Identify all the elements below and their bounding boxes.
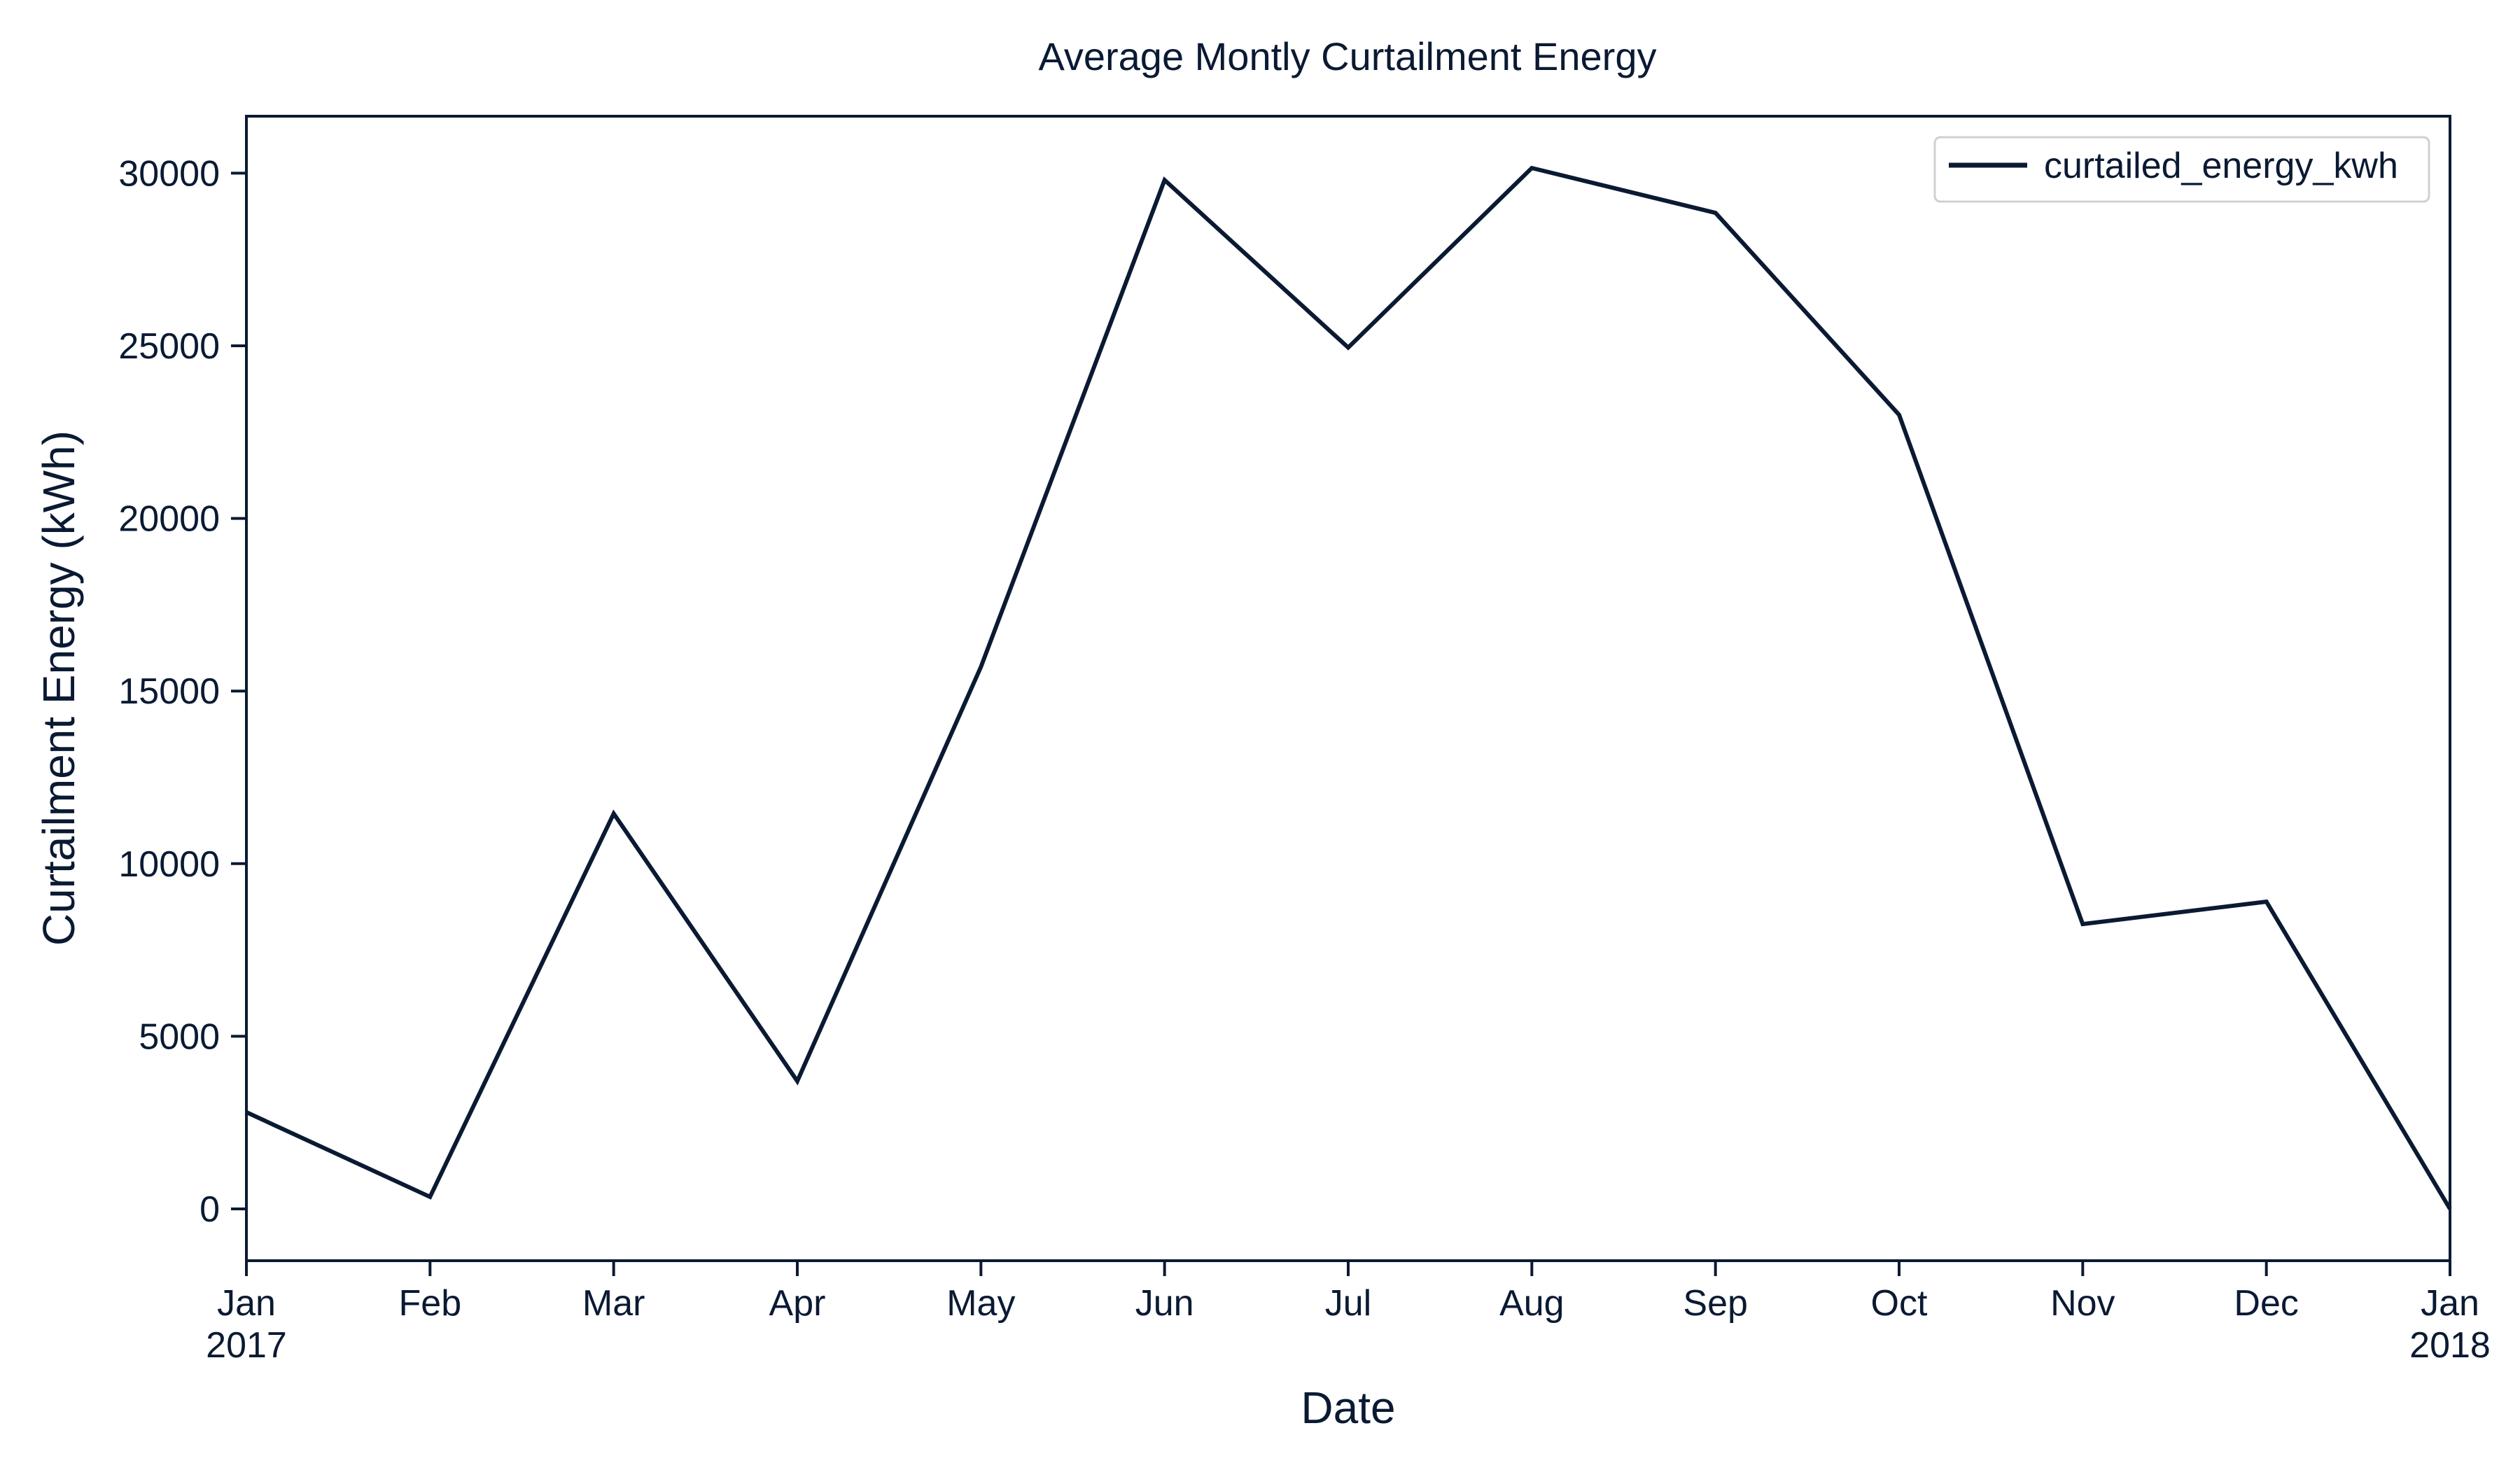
data-point (2448, 1207, 2452, 1211)
series-line-curtailed_energy_kwh (245, 165, 2452, 1210)
x-tick-label: Oct (1871, 1283, 1928, 1324)
x-tick-label: Jan (217, 1283, 276, 1324)
x-tick-label: Jul (1325, 1283, 1371, 1324)
data-point (2264, 899, 2269, 904)
x-tick-label: Nov (2050, 1283, 2115, 1324)
x-tick-label: May (946, 1283, 1015, 1324)
x-tick-label: Jun (1135, 1283, 1194, 1324)
data-point (1897, 413, 1901, 417)
data-point (612, 811, 616, 816)
y-tick-label: 25000 (118, 326, 220, 367)
y-axis-label: Curtailment Energy (kWh) (34, 430, 84, 946)
y-tick-label: 20000 (118, 499, 220, 540)
x-tick-year-label: 2017 (206, 1325, 287, 1366)
data-point (979, 665, 983, 669)
y-axis: 0 5000 10000 15000 20000 25000 30000 (118, 153, 246, 1230)
data-point (795, 1079, 799, 1084)
x-tick-label: Dec (2234, 1283, 2298, 1324)
legend-label: curtailed_energy_kwh (2044, 146, 2398, 186)
legend: curtailed_energy_kwh (1933, 136, 2430, 203)
data-point (1714, 211, 1718, 215)
x-tick-label: Aug (1499, 1283, 1564, 1324)
data-point (1346, 345, 1350, 349)
x-tick-label: Mar (582, 1283, 645, 1324)
y-tick-label: 5000 (139, 1016, 220, 1057)
series-layer (244, 165, 2452, 1211)
y-tick-label: 15000 (118, 671, 220, 712)
data-point (1530, 166, 1534, 170)
x-tick-label: Sep (1683, 1283, 1748, 1324)
x-tick-year-label: 2018 (2409, 1325, 2491, 1366)
x-tick-label: Feb (399, 1283, 462, 1324)
y-tick-label: 10000 (118, 844, 220, 885)
x-tick-label: Apr (769, 1283, 826, 1324)
data-point (428, 1195, 432, 1199)
y-tick-label: 0 (200, 1189, 220, 1230)
data-point (1163, 178, 1167, 182)
legend-box (1933, 136, 2430, 203)
data-point (2080, 922, 2085, 926)
y-tick-label: 30000 (118, 153, 220, 194)
x-axis-label: Date (1301, 1382, 1395, 1433)
x-tick-label: Jan (2421, 1283, 2479, 1324)
chart-title: Average Montly Curtailment Energy (1039, 34, 1657, 78)
data-point (244, 1110, 248, 1114)
